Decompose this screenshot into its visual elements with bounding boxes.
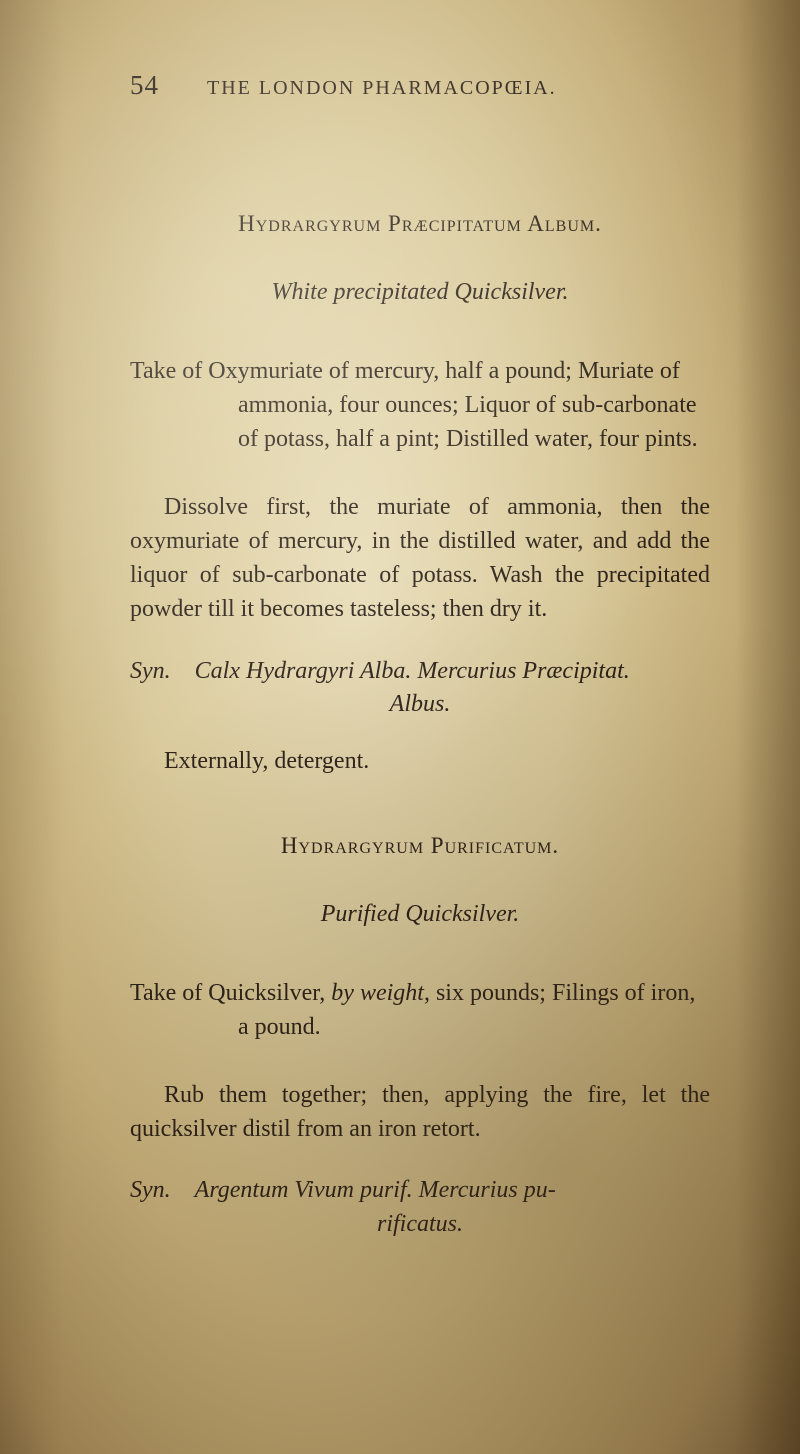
entry-head: Hydrargyrum Purificatum. [130, 833, 710, 859]
body-paragraph: Dissolve first, the muriate of ammonia, … [130, 490, 710, 626]
page-header: 54 THE LONDON PHARMACOPŒIA. [130, 70, 710, 101]
take-paragraph: Take of Oxymuriate of mercury, half a po… [130, 354, 710, 456]
take-paragraph: Take of Quicksilver, by weight, six poun… [130, 976, 710, 1044]
syn-label: Syn. [130, 658, 171, 684]
syn-latin: Calx Hydrargyri Alba. Mercurius Præcipit… [195, 658, 630, 684]
entry-subhead: Purified Quicksilver. [130, 901, 710, 928]
synonym-line: Syn. Argentum Vivum purif. Mercurius pu-… [130, 1174, 710, 1241]
running-head: THE LONDON PHARMACOPŒIA. [207, 77, 557, 100]
scanned-page: 54 THE LONDON PHARMACOPŒIA. Hydrargyrum … [0, 0, 800, 1454]
page-number: 54 [130, 70, 159, 101]
entry-subhead: White precipitated Quicksilver. [130, 279, 710, 306]
syn-continuation: Albus. [130, 688, 710, 722]
syn-latin: Argentum Vivum purif. Mercurius pu- [195, 1177, 556, 1203]
synonym-line: Syn. Calx Hydrargyri Alba. Mercurius Præ… [130, 655, 710, 722]
syn-label: Syn. [130, 1177, 171, 1203]
entry-note: Externally, detergent. [130, 748, 710, 775]
syn-continuation: rificatus. [130, 1208, 710, 1242]
entry-head: Hydrargyrum Præcipitatum Album. [130, 211, 710, 237]
body-paragraph: Rub them together; then, applying the fi… [130, 1078, 710, 1146]
